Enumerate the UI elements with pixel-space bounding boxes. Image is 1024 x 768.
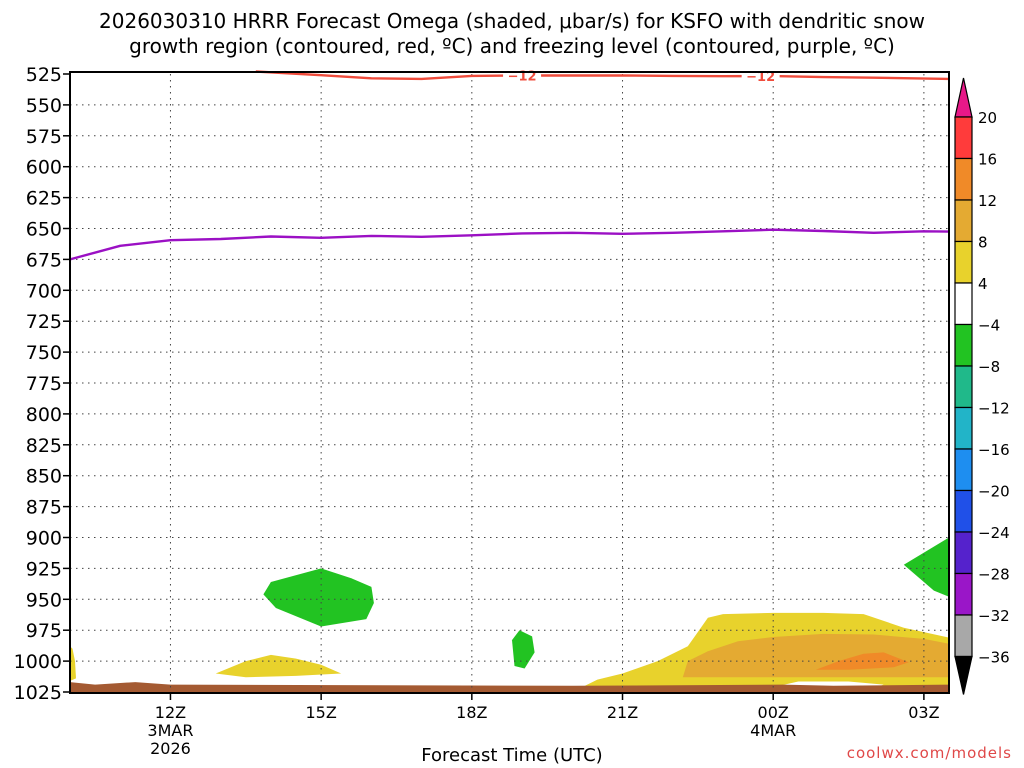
colorbar-label-3: 8 <box>978 234 988 252</box>
contour-label-dendritic-growth-minus12-0: −12 <box>508 69 537 84</box>
y-tick-label-900: 900 <box>26 528 62 550</box>
colorbar-swatch-1 <box>954 157 973 201</box>
contour-freezing-level <box>69 228 950 261</box>
y-tick-label-550: 550 <box>26 95 62 117</box>
y-tick-label-850: 850 <box>26 466 62 488</box>
x-tick-label-15Z: 15Z <box>305 703 336 722</box>
colorbar-swatch-2 <box>954 199 973 243</box>
chart-title-bottom: growth region (contoured, red, ºC) and f… <box>0 34 1024 58</box>
colorbar-swatch-9 <box>954 489 973 533</box>
colorbar-label-6: −8 <box>978 358 1000 376</box>
colorbar-swatch-7 <box>954 406 973 450</box>
colorbar-legend: 20 16 12 8 4 −4 −8 −12 −16 −20 −24 −28 −32 −36 <box>954 77 1010 695</box>
colorbar-swatch-5 <box>954 323 973 367</box>
y-tick-label-650: 650 <box>26 219 62 241</box>
colorbar-label-13: −36 <box>978 649 1010 667</box>
site-credit: coolwx.com/models <box>846 744 1012 762</box>
colorbar-label-1: 16 <box>978 151 997 169</box>
y-tick-label-625: 625 <box>26 188 62 210</box>
region-yellow-left-edge <box>70 646 76 681</box>
colorbar-swatch-11 <box>954 572 973 616</box>
region-yellow-14z <box>215 654 342 678</box>
region-green-cell-15z <box>263 568 374 627</box>
colorbar-label-8: −16 <box>978 441 1010 459</box>
y-tick-label-750: 750 <box>26 342 62 364</box>
colorbar-swatch-12 <box>954 614 973 658</box>
colorbar-bottom-arrow <box>954 655 973 695</box>
y-tick-label-600: 600 <box>26 157 62 179</box>
y-tick-label-950: 950 <box>26 589 62 611</box>
y-tick-label-875: 875 <box>26 497 62 519</box>
y-tick-label-1000: 1000 <box>14 651 62 673</box>
colorbar-label-4: 4 <box>978 275 988 293</box>
y-tick-label-725: 725 <box>26 311 62 333</box>
x-tick-date-12Z: 3MAR <box>147 721 193 740</box>
x-tick-label-12Z: 12Z <box>155 703 186 722</box>
region-green-cell-03z <box>903 537 949 597</box>
y-tick-label-575: 575 <box>26 126 62 148</box>
x-tick-label-03Z: 03Z <box>908 703 939 722</box>
y-tick-label-825: 825 <box>26 435 62 457</box>
x-tick-year-12Z: 2026 <box>150 739 191 758</box>
y-tick-label-975: 975 <box>26 620 62 642</box>
y-tick-label-1025: 1025 <box>14 682 62 704</box>
colorbar-swatch-6 <box>954 365 973 409</box>
contour-dendritic-growth-minus12 <box>255 70 950 81</box>
title-line-2: growth region (contoured, red, ºC) and f… <box>129 34 895 58</box>
grid-lines <box>70 74 949 692</box>
colorbar-swatch-10 <box>954 531 973 575</box>
shaded-omega-regions <box>70 537 949 692</box>
colorbar-label-10: −24 <box>978 524 1010 542</box>
title-line-1: 2026030310 HRRR Forecast Omega (shaded, … <box>99 9 925 33</box>
colorbar-swatch-4 <box>954 282 973 326</box>
colorbar-top-arrow <box>954 77 973 118</box>
y-tick-label-925: 925 <box>26 558 62 580</box>
y-axis-ticks: 525 550 575 600 625 650 675 700 725 750 775 800 825 8… <box>14 64 70 704</box>
y-tick-label-800: 800 <box>26 404 62 426</box>
colorbar-label-7: −12 <box>978 400 1010 418</box>
x-axis-label: Forecast Time (UTC) <box>421 745 603 766</box>
y-tick-label-775: 775 <box>26 373 62 395</box>
y-tick-label-675: 675 <box>26 249 62 271</box>
region-surface-brown <box>70 682 949 692</box>
y-tick-label-525: 525 <box>26 64 62 86</box>
colorbar-label-2: 12 <box>978 192 997 210</box>
y-tick-label-700: 700 <box>26 280 62 302</box>
colorbar-swatch-3 <box>954 240 973 284</box>
chart-title-top: 2026030310 HRRR Forecast Omega (shaded, … <box>0 9 1024 33</box>
colorbar-swatch-8 <box>954 448 973 492</box>
plot-frame <box>69 71 950 694</box>
x-tick-label-18Z: 18Z <box>456 703 487 722</box>
x-tick-label-21Z: 21Z <box>607 703 638 722</box>
x-tick-date-00Z: 4MAR <box>750 721 796 740</box>
region-green-cell-19z <box>512 630 535 669</box>
colorbar-swatch-0 <box>954 116 973 160</box>
x-tick-label-00Z: 00Z <box>758 703 789 722</box>
contour-lines: −12 −12 <box>69 67 950 261</box>
colorbar-label-5: −4 <box>978 317 1000 335</box>
colorbar-label-11: −28 <box>978 566 1010 584</box>
colorbar-label-0: 20 <box>978 109 997 127</box>
colorbar-label-9: −20 <box>978 483 1010 501</box>
colorbar-label-12: −32 <box>978 607 1010 625</box>
contour-label-dendritic-growth-minus12-1: −12 <box>746 70 775 85</box>
